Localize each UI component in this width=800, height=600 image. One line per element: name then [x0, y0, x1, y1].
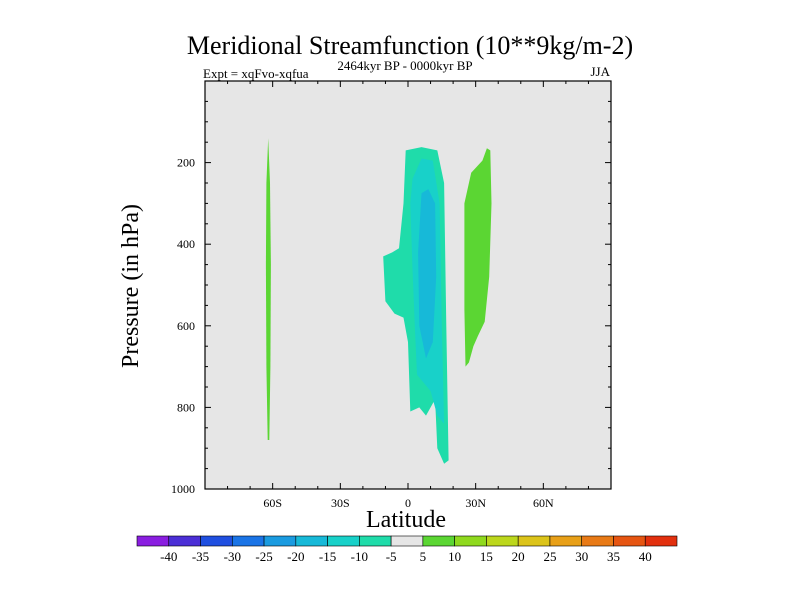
colorbar-label: 20: [512, 549, 525, 564]
colorbar-swatch: [613, 535, 646, 547]
x-tick-label: 30N: [465, 496, 486, 510]
x-tick-label: 60S: [263, 496, 282, 510]
colorbar-label: 30: [575, 549, 588, 564]
colorbar-swatch: [200, 535, 233, 547]
subtitle-center: 2464kyr BP - 0000kyr BP: [337, 58, 472, 73]
subtitle-right: JJA: [590, 64, 610, 79]
colorbar-swatch: [486, 535, 519, 547]
colorbar-label: 35: [607, 549, 620, 564]
colorbar-label: -40: [160, 549, 177, 564]
colorbar-swatch: [359, 535, 392, 547]
colorbar-label: -10: [351, 549, 368, 564]
contour-positive-lobe-60s: [265, 138, 271, 440]
colorbar-swatch: [168, 535, 201, 547]
chart-title: Meridional Streamfunction (10**9kg/m-2): [187, 31, 633, 60]
colorbar-swatch: [644, 535, 678, 547]
colorbar-label: 40: [639, 549, 652, 564]
contour-positive-lobe-30n: [464, 148, 492, 367]
contour-negative-cell-core: [418, 189, 437, 359]
colorbar: -40 -35 -30 -25 -20 -15 -10 -5 5 10 15 20 25 30 35 40: [136, 535, 678, 564]
y-axis-ticks: 200 400 600 800 1000: [171, 100, 611, 496]
colorbar-label: -35: [192, 549, 209, 564]
x-axis-ticks: 60S 30S 0 30N 60N: [227, 81, 589, 510]
colorbar-swatch: [517, 535, 551, 547]
x-tick-label: 30S: [331, 496, 350, 510]
colorbar-swatch: [390, 535, 424, 547]
x-axis-label: Latitude: [366, 507, 446, 533]
colorbar-swatch: [581, 535, 614, 547]
colorbar-swatch: [231, 535, 265, 547]
y-tick-label: 400: [177, 237, 195, 251]
colorbar-label: -25: [255, 549, 272, 564]
colorbar-swatch: [454, 535, 487, 547]
y-tick-label: 1000: [171, 482, 195, 496]
contour-regions: [265, 138, 492, 464]
x-tick-label: 60N: [533, 496, 554, 510]
y-tick-label: 800: [177, 400, 195, 414]
y-tick-label: 200: [177, 156, 195, 170]
y-tick-label: 600: [177, 319, 195, 333]
colorbar-label: -30: [224, 549, 241, 564]
y-axis-label: Pressure (in hPa): [118, 204, 144, 368]
x-tick-label: 0: [405, 496, 411, 510]
colorbar-swatch: [422, 535, 455, 547]
colorbar-label: -15: [319, 549, 336, 564]
colorbar-swatch: [263, 535, 297, 547]
colorbar-swatch: [295, 535, 328, 547]
colorbar-label: -20: [287, 549, 304, 564]
colorbar-swatch: [327, 535, 360, 547]
subtitle-left: Expt = xqFvo-xqfua: [203, 66, 309, 81]
colorbar-label: 10: [448, 549, 461, 564]
colorbar-swatch: [136, 535, 170, 547]
colorbar-swatch: [549, 535, 583, 547]
colorbar-label: 5: [420, 549, 427, 564]
colorbar-label: -5: [386, 549, 397, 564]
colorbar-label: 25: [543, 549, 556, 564]
colorbar-label: 15: [480, 549, 493, 564]
